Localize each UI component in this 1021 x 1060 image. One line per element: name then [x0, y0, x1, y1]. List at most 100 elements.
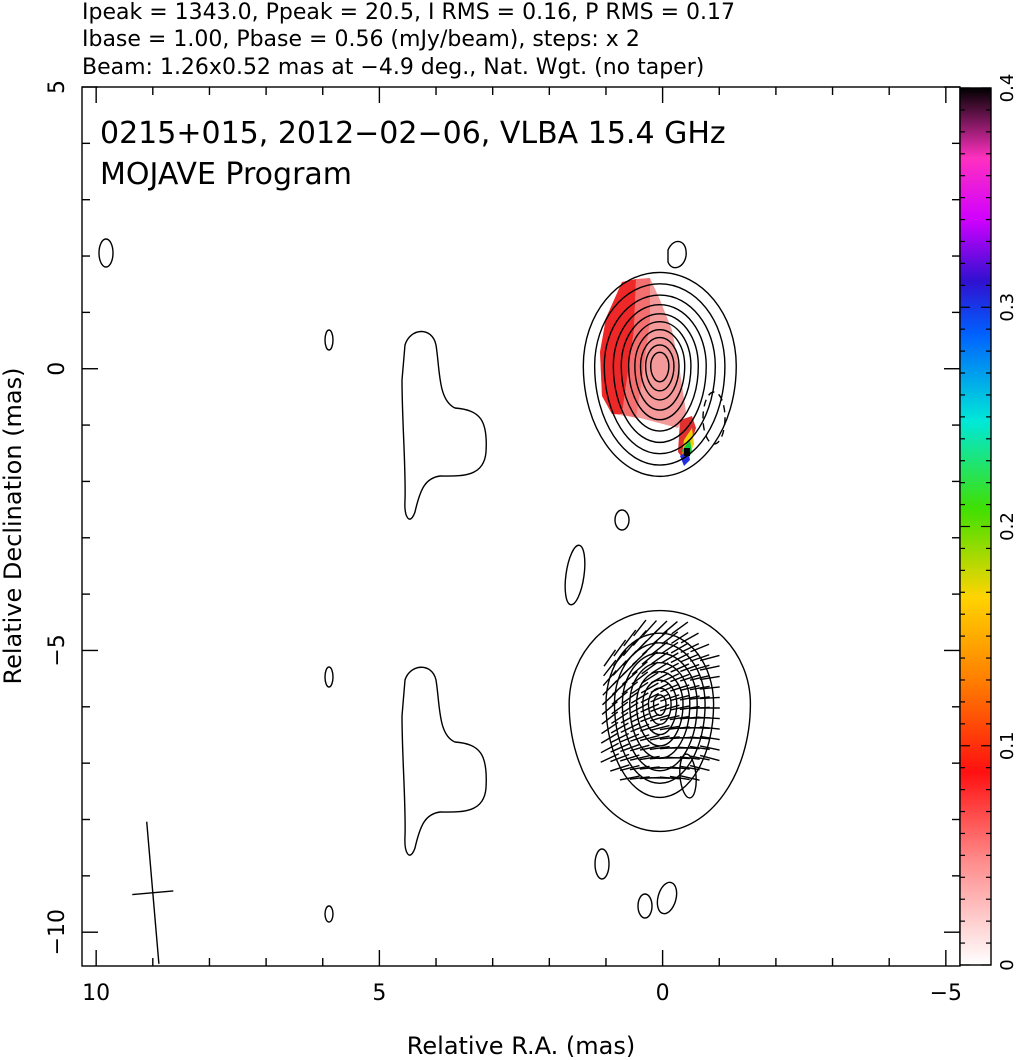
contours-upper-component [582, 271, 737, 478]
evpa-vector [620, 754, 640, 762]
header-line-1: Ipeak = 1343.0, Ppeak = 20.5, I RMS = 0.… [82, 0, 735, 25]
evpa-vector [699, 726, 720, 730]
evpa-vector [642, 620, 657, 636]
evpa-vector [611, 701, 629, 715]
evpa-vector [680, 632, 699, 644]
evpa-vector [630, 713, 650, 723]
evpa-vector [630, 723, 650, 733]
evpa-vector [640, 703, 660, 713]
evpa-vector [629, 755, 650, 761]
evpa-vector [670, 673, 690, 683]
evpa-vector [679, 775, 700, 781]
evpa-vector [680, 674, 700, 682]
evpa-vector [660, 652, 679, 664]
evpa-vector [671, 621, 689, 635]
evpa-vector [659, 715, 680, 721]
header-line-3: Beam: 1.26x0.52 mas at −4.9 deg., Nat. W… [82, 55, 704, 80]
contours-lower-component [568, 609, 752, 833]
x-tick-label: 0 [656, 981, 670, 1006]
evpa-vector [641, 640, 658, 656]
evpa-vector [699, 754, 720, 762]
evpa-vector [689, 675, 710, 681]
evpa-vector [699, 654, 720, 662]
evpa-vector [679, 684, 700, 692]
evpa-vector [699, 745, 720, 751]
contour-level-6 [627, 321, 692, 421]
contours-side [98, 238, 726, 923]
evpa-vector [619, 764, 640, 772]
evpa-vector [650, 703, 670, 713]
evpa-vector [612, 649, 627, 667]
evpa-vector [639, 734, 660, 742]
evpa-vector [679, 695, 700, 701]
colorbar: 0 0.1 0.2 0.3 0.4 [959, 74, 1018, 971]
evpa-vector [630, 734, 650, 742]
evpa-vector [650, 662, 669, 674]
evpa-vector [651, 641, 669, 655]
evpa-vector [680, 663, 700, 673]
evpa-vector [699, 686, 720, 690]
evpa-vector [640, 713, 660, 723]
evpa-vector [621, 681, 639, 695]
y-axis-label: Relative Declination (mas) [0, 367, 27, 684]
axis-ticks [82, 86, 960, 966]
evpa-vector [610, 764, 630, 772]
evpa-vector [631, 661, 648, 675]
evpa-vector [699, 735, 720, 741]
evpa-vector [651, 651, 669, 665]
evpa-vector [699, 665, 720, 671]
evpa-vector [610, 732, 630, 744]
evpa-vector [660, 683, 680, 693]
evpa-vector [680, 642, 700, 654]
contour-level-4 [621, 652, 698, 772]
evpa-vector [640, 724, 660, 732]
evpa-vector [660, 694, 680, 702]
evpa-vector [603, 659, 617, 677]
y-tick-label: −10 [45, 909, 70, 955]
evpa-vector [670, 652, 690, 664]
evpa-vector [670, 663, 690, 673]
evpa-vector [689, 764, 710, 772]
evpa-vector [641, 651, 658, 665]
evpa-vector [631, 681, 649, 695]
contour-level-3 [603, 294, 716, 455]
polarization-vectors [600, 619, 720, 781]
evpa-vector [660, 673, 680, 683]
evpa-vector [670, 684, 690, 692]
evpa-vector [659, 704, 680, 712]
evpa-vector [679, 756, 700, 760]
colorbar-tick-label: 0.3 [997, 293, 1018, 322]
contour-level-2 [593, 283, 726, 466]
header-line-2: Ibase = 1.00, Pbase = 0.56 (mJy/beam), s… [82, 27, 640, 52]
evpa-vector [650, 672, 669, 684]
colorbar-tick-label: 0 [997, 959, 1018, 970]
evpa-vector [620, 743, 640, 753]
evpa-vector [689, 736, 710, 740]
x-tick-label: −5 [930, 981, 962, 1006]
evpa-vector [630, 702, 649, 714]
plot-frame [81, 86, 961, 967]
evpa-vector [670, 642, 689, 654]
evpa-vector [621, 691, 639, 705]
contour-level-8 [639, 336, 680, 401]
evpa-vector [669, 775, 690, 781]
evpa-vector [699, 716, 720, 720]
colorbar-tick-label: 0.1 [997, 731, 1018, 760]
evpa-vector [610, 722, 629, 734]
evpa-vector [699, 675, 720, 681]
evpa-vector [632, 629, 647, 646]
y-tick-label: 0 [45, 362, 70, 376]
chart-title: 0215+015, 2012−02−06, VLBA 15.4 GHz [100, 116, 726, 151]
evpa-vector [651, 630, 668, 646]
evpa-vector [630, 692, 649, 704]
evpa-vector [680, 653, 700, 663]
evpa-vector [650, 714, 670, 722]
evpa-vector [669, 705, 690, 711]
evpa-vector [650, 693, 670, 703]
evpa-vector [601, 711, 619, 725]
evpa-vector [600, 732, 619, 744]
evpa-vector [631, 671, 649, 685]
evpa-vector [620, 722, 640, 734]
contour-level-10 [650, 351, 670, 383]
evpa-vector [610, 743, 630, 753]
